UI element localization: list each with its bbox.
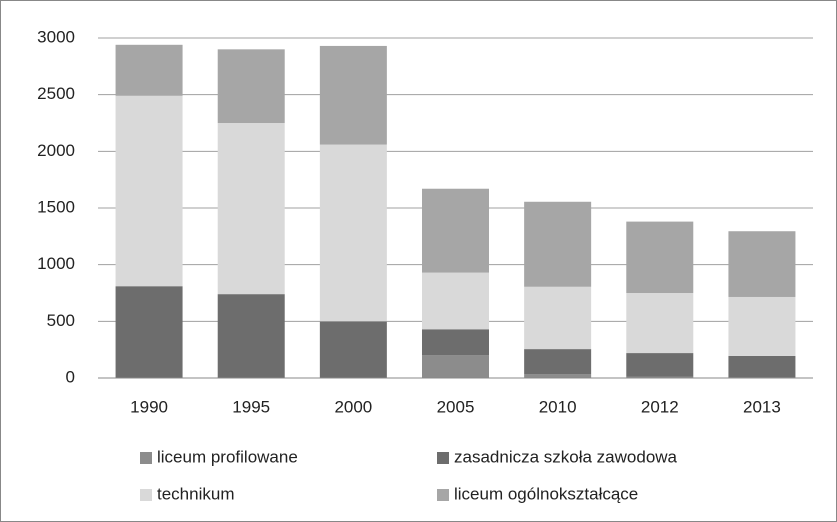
bar-segment: [728, 355, 796, 378]
x-tick-label: 2000: [334, 397, 372, 416]
y-tick-label: 1000: [37, 254, 75, 273]
bar-segment: [422, 272, 489, 330]
legend-swatch: [140, 489, 152, 501]
bar-segment: [728, 296, 796, 356]
bar-segment: [524, 201, 592, 287]
bar-segment: [524, 286, 592, 350]
x-tick-label: 1990: [130, 397, 168, 416]
bar-segment: [524, 374, 592, 378]
legend-swatch: [437, 489, 449, 501]
legend-label: liceum ogólnokształcące: [454, 484, 638, 503]
bar-segment: [319, 144, 387, 322]
bar-segment: [217, 49, 285, 124]
bar-segment: [626, 376, 694, 378]
y-tick-label: 2000: [37, 141, 75, 160]
legend-swatch: [437, 452, 449, 464]
bar-segment: [422, 355, 489, 378]
bar-segment: [115, 286, 183, 378]
y-tick-label: 1500: [37, 197, 75, 216]
x-tick-label: 1995: [232, 397, 270, 416]
bar-segment: [115, 44, 183, 96]
legend-label: liceum profilowane: [157, 447, 298, 466]
x-tick-label: 2010: [539, 397, 577, 416]
bar-segment: [626, 221, 694, 293]
y-tick-label: 0: [66, 367, 75, 386]
bar-segment: [115, 95, 183, 287]
bar-segment: [217, 123, 285, 295]
bar-segment: [626, 353, 694, 377]
x-tick-label: 2005: [437, 397, 475, 416]
y-tick-label: 500: [47, 311, 75, 330]
bar-segment: [319, 45, 387, 145]
bar-segment: [319, 321, 387, 378]
bar-segment: [728, 231, 796, 297]
bar-segment: [422, 188, 489, 273]
x-tick-label: 2013: [743, 397, 781, 416]
x-tick-label: 2012: [641, 397, 679, 416]
legend-label: zasadnicza szkoła zawodowa: [454, 447, 678, 466]
legend-swatch: [140, 452, 152, 464]
bar-segment: [626, 293, 694, 354]
legend-label: technikum: [157, 484, 234, 503]
bar-segment: [422, 329, 489, 356]
bar-segment: [217, 294, 285, 378]
y-tick-label: 3000: [37, 27, 75, 46]
y-tick-label: 2500: [37, 84, 75, 103]
bar-segment: [524, 349, 592, 375]
